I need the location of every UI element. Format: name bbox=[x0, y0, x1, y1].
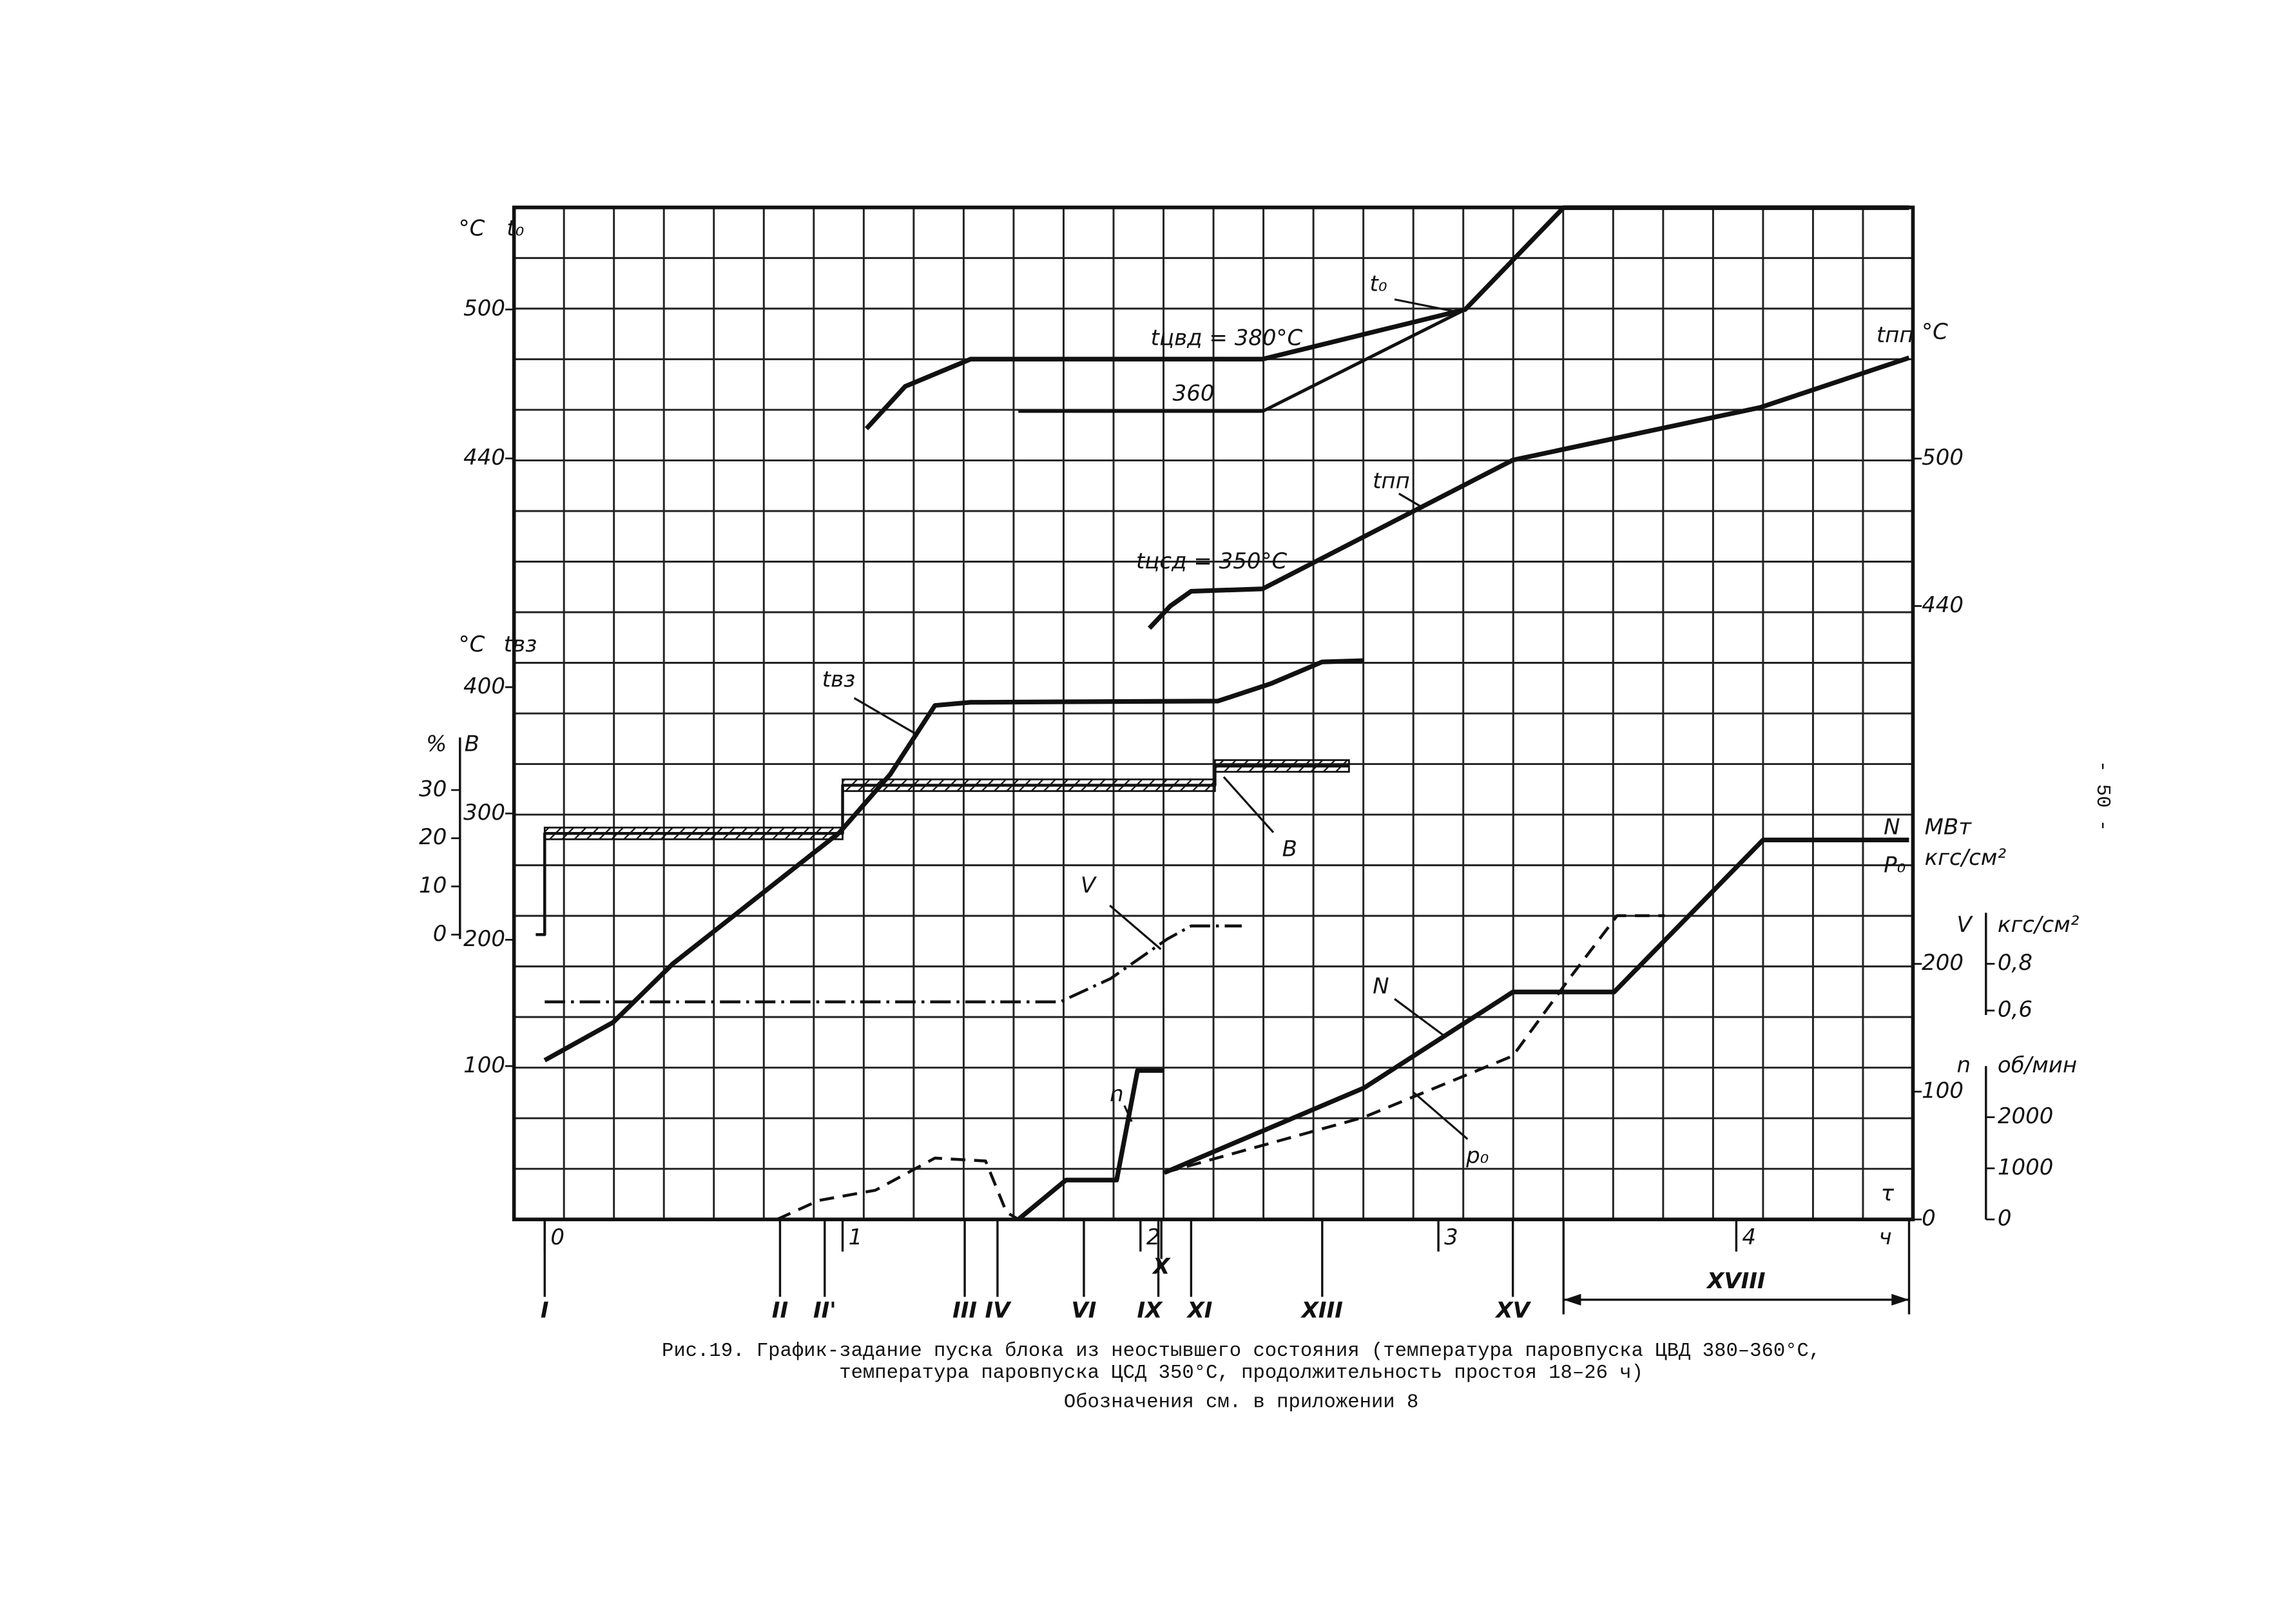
x-tick-label: 4 bbox=[1742, 1224, 1756, 1250]
plot-frame bbox=[512, 206, 1915, 1222]
axis-name: V bbox=[1956, 912, 1973, 938]
leader-line bbox=[1109, 904, 1162, 951]
y-tick-label: 100 bbox=[1922, 1078, 1964, 1103]
x-unit: ч bbox=[1878, 1224, 1891, 1250]
y-tick-label: 0,6 bbox=[1998, 997, 2032, 1023]
x-tick-label: 0 bbox=[550, 1224, 565, 1250]
x-tick-label: 3 bbox=[1444, 1224, 1458, 1250]
annotation: tцсд = 350°C bbox=[1136, 548, 1288, 574]
y-tick-label: 10 bbox=[419, 873, 447, 898]
axis-name: N bbox=[1884, 814, 1900, 840]
leader-line bbox=[1394, 998, 1447, 1038]
event-label: XI bbox=[1186, 1297, 1213, 1323]
event-label: IV bbox=[985, 1297, 1012, 1323]
hatched-band bbox=[543, 826, 844, 840]
annotation: tвз bbox=[822, 667, 855, 693]
axis-name: В bbox=[465, 731, 479, 757]
axis-name: tвз bbox=[504, 632, 537, 657]
axis-unit: °C bbox=[459, 215, 485, 241]
y-tick-label: 400 bbox=[463, 673, 505, 699]
x-tick-label: 1 bbox=[849, 1224, 863, 1250]
axis-unit: об/мин bbox=[1998, 1052, 2077, 1078]
y-tick-label: 0 bbox=[433, 921, 447, 947]
y-tick-label: 100 bbox=[463, 1052, 505, 1078]
annotation: N bbox=[1373, 973, 1389, 999]
caption: температура паровпуска ЦСД 350°С, продол… bbox=[839, 1362, 1643, 1384]
series-line bbox=[545, 924, 1242, 1003]
axis-unit: кгс/см² bbox=[1925, 845, 2007, 871]
y-tick-label: 1000 bbox=[1998, 1154, 2054, 1180]
axis-unit: °C bbox=[1922, 319, 1948, 345]
y-tick-label: 0,8 bbox=[1998, 950, 2032, 976]
hatched-band bbox=[842, 778, 1216, 792]
series-line bbox=[1164, 914, 1665, 1174]
axis-unit: кгс/см² bbox=[1998, 912, 2080, 938]
leader-line bbox=[853, 697, 918, 736]
x-tick-label: 2 bbox=[1146, 1224, 1161, 1250]
y-tick-label: 0 bbox=[1998, 1206, 2012, 1232]
y-tick-label: 0 bbox=[1922, 1206, 1936, 1232]
annotation: n bbox=[1110, 1081, 1124, 1107]
caption: Обозначения см. в приложении 8 bbox=[1064, 1392, 1419, 1414]
series-line bbox=[1148, 355, 1910, 630]
y-tick-label: 20 bbox=[419, 824, 447, 850]
annotation: tцвд = 380°C bbox=[1151, 325, 1303, 351]
y-tick-label: 500 bbox=[463, 296, 505, 322]
graph-paper bbox=[513, 206, 1914, 1221]
series-line bbox=[776, 1156, 1019, 1221]
series-line bbox=[1018, 307, 1466, 413]
leader-line bbox=[1123, 1105, 1133, 1123]
y-tick-label: 440 bbox=[463, 445, 505, 470]
y-tick-label: 30 bbox=[419, 776, 447, 802]
event-label: XIII bbox=[1300, 1297, 1343, 1323]
leader-line bbox=[1398, 492, 1425, 510]
axis-unit: °C bbox=[459, 632, 485, 657]
axis-name: t₀ bbox=[507, 215, 524, 241]
leader-line bbox=[1222, 776, 1275, 833]
arrow-head bbox=[1563, 1293, 1581, 1306]
axis-unit: МВт bbox=[1925, 814, 1973, 840]
annotation: В bbox=[1282, 836, 1297, 862]
leader-line bbox=[1413, 1091, 1469, 1140]
annotation: p₀ bbox=[1465, 1143, 1489, 1168]
annotation: tпп bbox=[1373, 468, 1410, 494]
event-label: II bbox=[772, 1297, 788, 1323]
axis-name: tпп bbox=[1877, 322, 1914, 348]
event-label: X bbox=[1152, 1254, 1171, 1280]
page-number: - 50 - bbox=[2091, 760, 2113, 831]
annotation: t₀ bbox=[1370, 271, 1387, 296]
y-tick-label: 2000 bbox=[1998, 1103, 2054, 1129]
y-tick-label: 440 bbox=[1922, 592, 1964, 618]
x-symbol: τ bbox=[1881, 1181, 1895, 1206]
axis-name: P₀ bbox=[1884, 852, 1906, 878]
event-label: VI bbox=[1072, 1297, 1097, 1323]
y-tick-label: 500 bbox=[1922, 445, 1964, 470]
event-label: I bbox=[541, 1297, 549, 1323]
event-label: XVIII bbox=[1706, 1268, 1765, 1294]
caption: Рис.19. График-задание пуска блока из не… bbox=[662, 1340, 1820, 1362]
series-line bbox=[543, 658, 1364, 1063]
axis-name: n bbox=[1956, 1052, 1971, 1078]
arrow-head bbox=[1891, 1293, 1909, 1306]
event-label: II' bbox=[813, 1297, 836, 1323]
event-label: III bbox=[952, 1297, 977, 1323]
annotation: 360 bbox=[1173, 380, 1215, 406]
axis-unit: % bbox=[426, 731, 447, 757]
event-label: XV bbox=[1494, 1297, 1531, 1323]
y-tick-label: 300 bbox=[463, 800, 505, 826]
annotation: V bbox=[1081, 873, 1097, 898]
y-tick-label: 200 bbox=[463, 926, 505, 952]
leader-line bbox=[1394, 298, 1461, 314]
event-label: IX bbox=[1137, 1297, 1164, 1323]
series-line bbox=[864, 205, 1909, 430]
hatched-band bbox=[1214, 759, 1350, 773]
series-line bbox=[1016, 1068, 1164, 1222]
series-line bbox=[1163, 837, 1909, 1175]
y-tick-label: 200 bbox=[1922, 950, 1964, 976]
